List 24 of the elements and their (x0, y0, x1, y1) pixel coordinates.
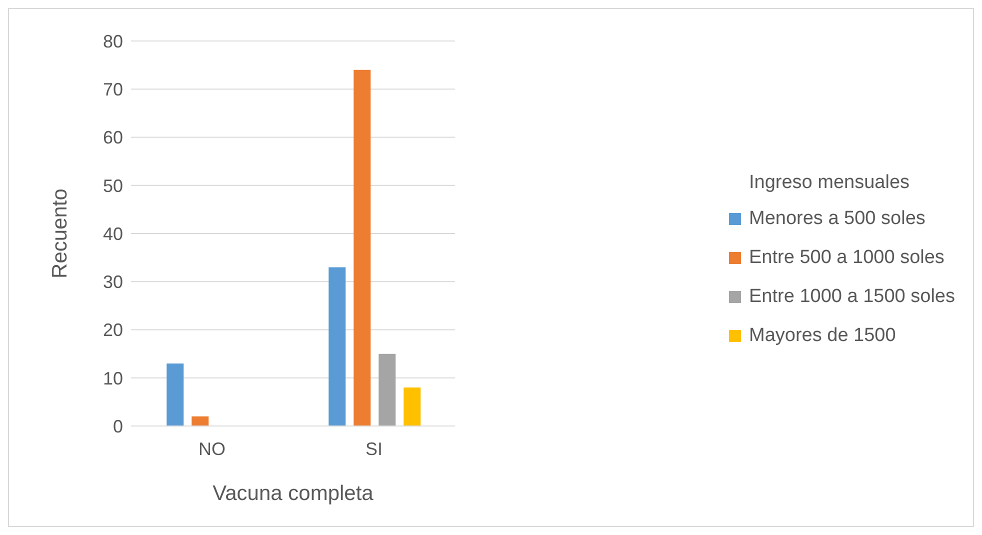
y-tick-label: 40 (102, 224, 123, 244)
legend-label: Mayores de 1500 (749, 324, 896, 346)
y-tick-label: 80 (102, 31, 123, 52)
y-tick-label: 0 (112, 416, 123, 436)
legend-label: Entre 1000 a 1500 soles (749, 286, 955, 308)
y-tick-label: 10 (102, 368, 123, 388)
x-axis-title: Vacuna completa (212, 482, 374, 505)
bar (166, 363, 184, 426)
bar (192, 416, 209, 426)
y-tick-label: 20 (102, 320, 123, 340)
bar (404, 388, 421, 426)
y-tick-label: 70 (102, 80, 123, 100)
y-tick-label: 60 (102, 128, 123, 148)
x-tick-label: NO (198, 438, 226, 459)
bar (328, 267, 346, 426)
y-tick-label: 30 (102, 272, 123, 292)
legend-label: Menores a 500 soles (749, 208, 926, 230)
y-axis-title: Recuento (48, 188, 72, 278)
legend-title: Ingreso mensuales (749, 172, 911, 194)
x-tick-label: SI (365, 438, 383, 459)
legend-label: Entre 500 a 1000 soles (749, 246, 944, 268)
bar (378, 354, 396, 426)
bar (354, 70, 371, 426)
y-tick-label: 50 (102, 176, 123, 196)
